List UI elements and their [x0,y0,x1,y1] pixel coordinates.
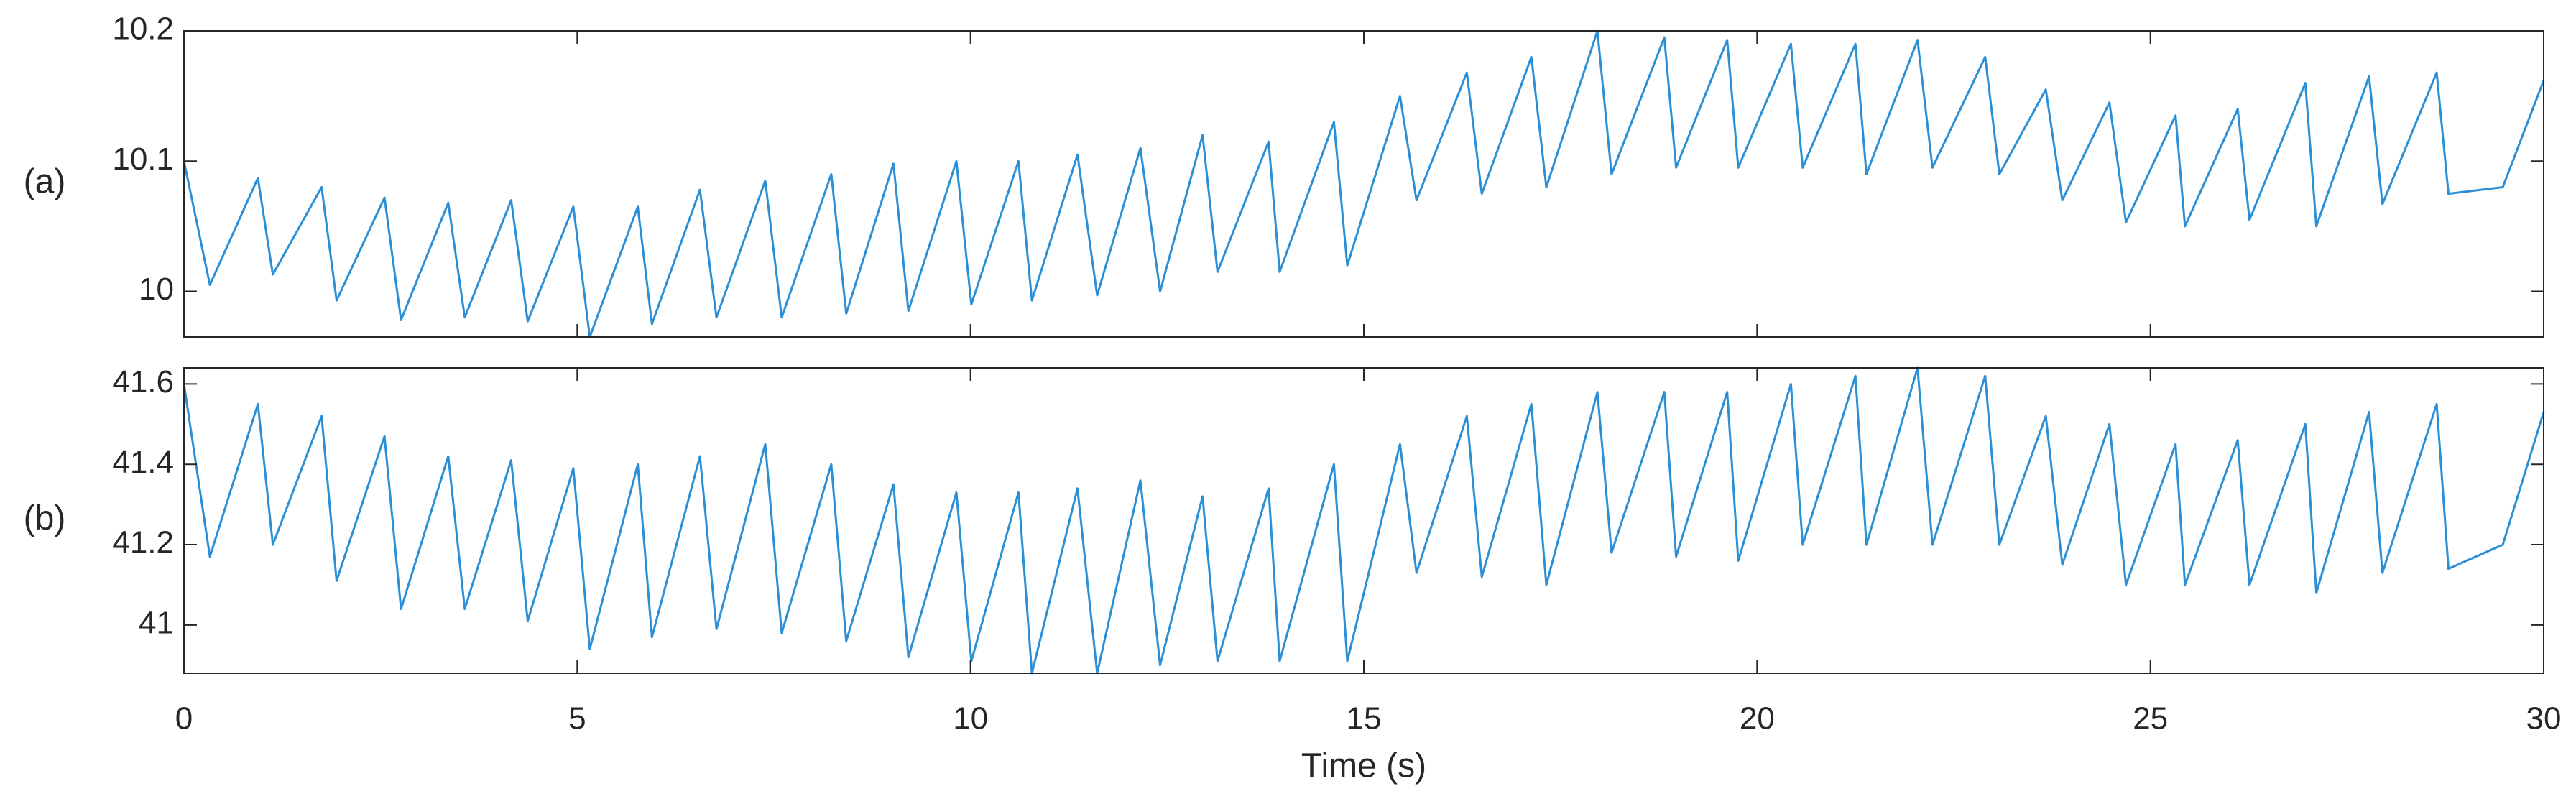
x-tick-label: 10 [953,701,988,736]
y-tick-label: 41 [139,606,174,641]
x-tick-label: 25 [2133,701,2168,736]
y-tick-label: 41.4 [112,445,174,480]
x-tick-label: 20 [1740,701,1775,736]
plot-area [184,31,2544,337]
y-tick-label: 10 [139,272,174,307]
x-tick-label: 15 [1347,701,1382,736]
data-line [183,29,2545,338]
panel-label: (b) [24,499,66,537]
x-tick-label: 30 [2526,701,2562,736]
x-axis-label: Time (s) [1301,747,1426,785]
data-line [183,366,2545,675]
y-tick-label: 10.1 [112,142,174,177]
y-tick-label: 41.2 [112,525,174,560]
x-tick-label: 5 [568,701,586,736]
y-tick-label: 10.2 [112,11,174,47]
plot-area [184,368,2544,673]
x-tick-label: 0 [175,701,193,736]
y-tick-label: 41.6 [112,364,174,399]
panel-label: (a) [24,163,66,201]
